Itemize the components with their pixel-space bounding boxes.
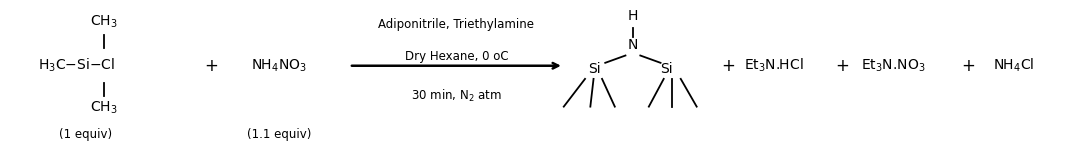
Text: H: H [628,9,638,23]
Text: N: N [628,38,638,52]
Text: Et$_3$N.HCl: Et$_3$N.HCl [744,57,804,74]
Text: 30 min, N$_2$ atm: 30 min, N$_2$ atm [411,88,501,104]
Text: +: + [835,57,850,75]
Text: +: + [961,57,974,75]
Text: +: + [204,57,218,75]
Text: Adiponitrile, Triethylamine: Adiponitrile, Triethylamine [379,18,535,31]
Text: NH$_4$Cl: NH$_4$Cl [993,57,1034,74]
Text: CH$_3$: CH$_3$ [90,14,117,30]
Text: (1.1 equiv): (1.1 equiv) [246,128,311,141]
Text: Et$_3$N.NO$_3$: Et$_3$N.NO$_3$ [861,58,926,74]
Text: Si: Si [661,62,673,76]
Text: +: + [722,57,736,75]
Text: Si: Si [588,62,601,76]
Text: CH$_3$: CH$_3$ [90,100,117,116]
Text: Dry Hexane, 0 oC: Dry Hexane, 0 oC [405,51,508,63]
Text: (1 equiv): (1 equiv) [59,128,112,141]
Text: NH$_4$NO$_3$: NH$_4$NO$_3$ [251,58,307,74]
Text: H$_3$C$-$Si$-$Cl: H$_3$C$-$Si$-$Cl [38,57,115,74]
